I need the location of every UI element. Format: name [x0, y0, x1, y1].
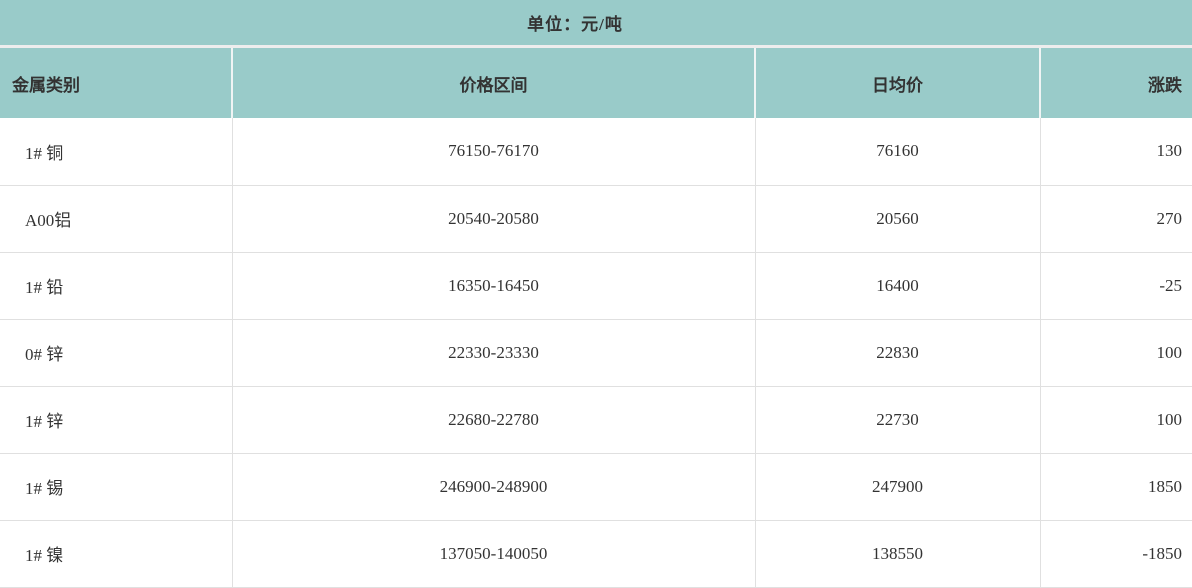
unit-title: 单位：元/吨 — [527, 15, 623, 34]
unit-title-bar: 单位：元/吨 — [0, 0, 1192, 48]
daily-avg-cell: 76160 — [754, 118, 1040, 186]
change-cell: 100 — [1039, 319, 1192, 387]
metal-cell: 0# 锌 — [0, 319, 232, 387]
change-cell: -1850 — [1039, 520, 1192, 588]
change-cell: 270 — [1039, 185, 1192, 253]
price-range-cell: 16350-16450 — [231, 252, 755, 320]
metal-cell: A00铝 — [0, 185, 232, 253]
change-cell: 100 — [1039, 386, 1192, 454]
change-cell: 130 — [1039, 118, 1192, 186]
metal-cell: 1# 锌 — [0, 386, 232, 454]
daily-avg-cell: 138550 — [754, 520, 1040, 588]
metal-cell: 1# 铅 — [0, 252, 232, 320]
table-header: 金属类别 价格区间 日均价 涨跌 — [0, 48, 1192, 118]
table-row: 1# 铅 16350-16450 16400 -25 — [0, 252, 1192, 320]
daily-avg-cell: 22830 — [754, 319, 1040, 387]
daily-avg-cell: 22730 — [754, 386, 1040, 454]
column-header-daily-average: 日均价 — [754, 48, 1040, 118]
table-row: 0# 锌 22330-23330 22830 100 — [0, 319, 1192, 387]
price-range-cell: 137050-140050 — [231, 520, 755, 588]
change-cell: -25 — [1039, 252, 1192, 320]
metal-cell: 1# 锡 — [0, 453, 232, 521]
table-row: 1# 锌 22680-22780 22730 100 — [0, 386, 1192, 454]
table-row: A00铝 20540-20580 20560 270 — [0, 185, 1192, 253]
daily-avg-cell: 16400 — [754, 252, 1040, 320]
price-range-cell: 76150-76170 — [231, 118, 755, 186]
table-header-row: 金属类别 价格区间 日均价 涨跌 — [0, 48, 1192, 118]
table-row: 1# 锡 246900-248900 247900 1850 — [0, 453, 1192, 521]
column-header-price-range: 价格区间 — [231, 48, 755, 118]
table-row: 1# 镍 137050-140050 138550 -1850 — [0, 520, 1192, 588]
daily-avg-cell: 247900 — [754, 453, 1040, 521]
metal-cell: 1# 镍 — [0, 520, 232, 588]
change-cell: 1850 — [1039, 453, 1192, 521]
price-range-cell: 246900-248900 — [231, 453, 755, 521]
daily-avg-cell: 20560 — [754, 185, 1040, 253]
price-range-cell: 22680-22780 — [231, 386, 755, 454]
metal-price-table: 金属类别 价格区间 日均价 涨跌 1# 铜 76150-76170 76160 … — [0, 48, 1192, 588]
table-row: 1# 铜 76150-76170 76160 130 — [0, 118, 1192, 186]
column-header-change: 涨跌 — [1039, 48, 1192, 118]
price-range-cell: 22330-23330 — [231, 319, 755, 387]
table-body: 1# 铜 76150-76170 76160 130 A00铝 20540-20… — [0, 118, 1192, 588]
price-range-cell: 20540-20580 — [231, 185, 755, 253]
metal-cell: 1# 铜 — [0, 118, 232, 186]
column-header-metal-category: 金属类别 — [0, 48, 232, 118]
